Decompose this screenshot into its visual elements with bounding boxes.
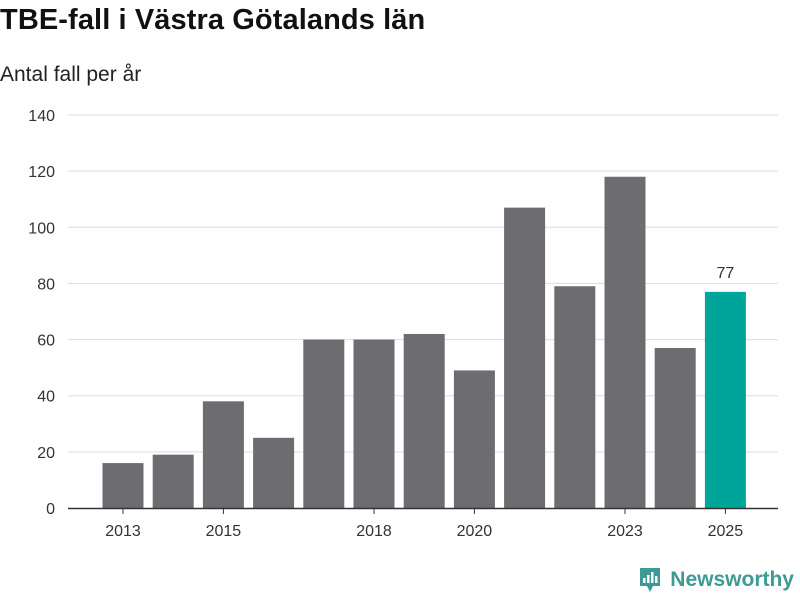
- x-tick-label: 2018: [356, 523, 392, 540]
- bar-2018: [353, 339, 395, 508]
- x-tick-label: 2013: [105, 523, 141, 540]
- bar-2013: [102, 463, 144, 508]
- bar-2025: [704, 291, 746, 508]
- y-tick-label: 0: [46, 501, 55, 518]
- data-labels: 77: [717, 265, 735, 282]
- bar-2022: [554, 286, 596, 508]
- brand-name: Newsworthy: [670, 568, 794, 591]
- x-tick-label: 2025: [708, 523, 744, 540]
- y-tick-label: 20: [37, 445, 55, 462]
- y-tick-label: 80: [37, 276, 55, 293]
- bar-2014: [152, 454, 194, 508]
- bars: [102, 176, 746, 508]
- bar-2015: [202, 401, 244, 508]
- bar-2016: [253, 437, 295, 508]
- bar-2020: [453, 370, 495, 508]
- chart-subtitle: Antal fall per år: [0, 63, 142, 86]
- x-tick-label: 2015: [206, 523, 242, 540]
- data-label: 77: [717, 265, 735, 282]
- y-tick-label: 40: [37, 389, 55, 406]
- newsworthy-logo-icon: [640, 568, 661, 592]
- bar-2023: [604, 176, 646, 508]
- newsworthy-brand[interactable]: Newsworthy: [638, 566, 794, 594]
- chart-title: TBE-fall i Västra Götalands län: [0, 4, 426, 36]
- y-axis-ticks: 0 20 40 60 80 100 120 140: [28, 108, 55, 518]
- y-tick-label: 140: [28, 108, 55, 125]
- x-axis-ticks: 2013 2015 2018 2020 2023 2025: [68, 507, 778, 540]
- x-tick-label: 2020: [457, 523, 493, 540]
- bar-2024: [654, 347, 696, 508]
- y-tick-label: 100: [28, 220, 55, 237]
- bar-2017: [303, 339, 345, 508]
- y-tick-label: 120: [28, 164, 55, 181]
- bar-2019: [403, 333, 445, 508]
- x-tick-label: 2023: [607, 523, 643, 540]
- bar-2021: [504, 207, 546, 508]
- y-tick-label: 60: [37, 333, 55, 350]
